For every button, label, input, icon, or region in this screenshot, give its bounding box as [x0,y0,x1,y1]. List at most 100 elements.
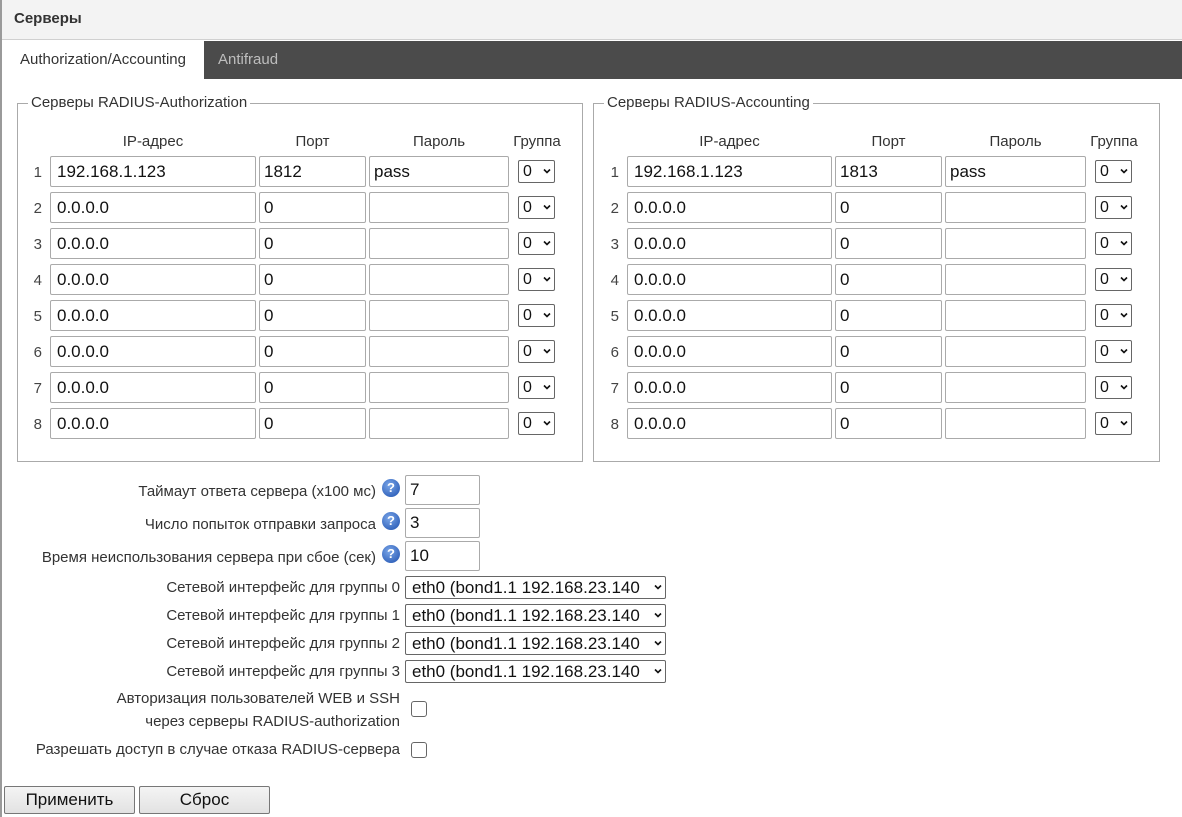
port-input[interactable] [835,336,942,367]
port-input[interactable] [835,372,942,403]
group-select[interactable]: 0 [518,412,555,435]
web-ssh-auth-checkbox[interactable] [411,701,427,717]
port-input[interactable] [835,300,942,331]
password-input[interactable] [945,264,1086,295]
password-input[interactable] [369,372,509,403]
allow-on-fail-checkbox[interactable] [411,742,427,758]
group-select[interactable]: 0 [1095,304,1132,327]
help-icon[interactable]: ? [382,512,400,530]
tab-authorization-accounting[interactable]: Authorization/Accounting [2,41,204,79]
password-input[interactable] [369,336,509,367]
port-input[interactable] [835,264,942,295]
group-select[interactable]: 0 [518,160,555,183]
password-input[interactable] [369,156,509,187]
port-input[interactable] [259,264,366,295]
ip-input[interactable]: 0.0.0.0 [627,300,832,331]
ip-value: 0.0.0.0 [634,378,686,397]
ip-input[interactable]: 0.0.0.0 [627,336,832,367]
group-select[interactable]: 0 [518,196,555,219]
password-input[interactable] [945,192,1086,223]
chevron-down-icon [1120,348,1128,354]
group-select[interactable]: 0 [518,268,555,291]
password-input[interactable] [369,408,509,439]
port-input[interactable] [835,408,942,439]
chevron-down-icon [1120,384,1128,390]
interface-select[interactable]: eth0 (bond1.1 192.168.23.140 [405,632,666,655]
chevron-down-icon [654,668,662,674]
group-select[interactable]: 0 [518,304,555,327]
ip-value: 0.0.0.0 [634,414,686,433]
help-icon[interactable]: ? [382,545,400,563]
help-icon[interactable]: ? [382,479,400,497]
interface-select[interactable]: eth0 (bond1.1 192.168.23.140 [405,604,666,627]
ip-input[interactable]: 192.168.1.123 [50,156,256,187]
group-value: 0 [1100,415,1109,432]
port-input[interactable] [259,192,366,223]
ip-value: 192.168.1.123 [57,162,166,181]
group-value: 0 [523,307,532,324]
ip-input[interactable]: 192.168.1.123 [627,156,832,187]
password-input[interactable] [945,408,1086,439]
group-select[interactable]: 0 [1095,232,1132,255]
password-input[interactable] [369,300,509,331]
password-input[interactable] [369,228,509,259]
password-input[interactable] [369,264,509,295]
deadtime-input[interactable] [405,541,480,571]
port-input[interactable] [259,408,366,439]
password-input[interactable] [945,228,1086,259]
ip-input[interactable]: 0.0.0.0 [50,372,256,403]
row-number: 4 [33,272,42,289]
ip-input[interactable]: 0.0.0.0 [50,228,256,259]
port-input[interactable] [259,228,366,259]
ip-input[interactable]: 0.0.0.0 [50,300,256,331]
chevron-down-icon [1120,240,1128,246]
group-select[interactable]: 0 [518,232,555,255]
group-select[interactable]: 0 [1095,160,1132,183]
ip-input[interactable]: 0.0.0.0 [627,228,832,259]
port-input[interactable] [259,156,366,187]
ip-input[interactable]: 0.0.0.0 [627,264,832,295]
group-select[interactable]: 0 [1095,196,1132,219]
port-input[interactable] [259,336,366,367]
ip-input[interactable]: 0.0.0.0 [50,264,256,295]
ip-input[interactable]: 0.0.0.0 [627,192,832,223]
timeout-input[interactable] [405,475,480,505]
row-number: 5 [33,308,42,325]
port-input[interactable] [259,300,366,331]
ip-input[interactable]: 0.0.0.0 [627,408,832,439]
tab-antifraud[interactable]: Antifraud [218,51,279,68]
reset-button[interactable]: Сброс [139,786,270,814]
interface-select[interactable]: eth0 (bond1.1 192.168.23.140 [405,576,666,599]
ip-input[interactable]: 0.0.0.0 [50,336,256,367]
group-select[interactable]: 0 [1095,376,1132,399]
group-value: 0 [523,343,532,360]
acct-servers-fieldset: Серверы RADIUS-Accounting IP-адрес Порт Па… [593,94,1160,462]
password-input[interactable] [945,336,1086,367]
group-select[interactable]: 0 [518,376,555,399]
password-input[interactable] [369,192,509,223]
ip-input[interactable]: 0.0.0.0 [50,192,256,223]
group-value: 0 [523,271,532,288]
ip-value: 0.0.0.0 [57,198,109,217]
group-select[interactable]: 0 [1095,268,1132,291]
ip-value: 0.0.0.0 [634,270,686,289]
retries-input[interactable] [405,508,480,538]
password-input[interactable] [945,300,1086,331]
group-select[interactable]: 0 [1095,340,1132,363]
retries-label: Число попыток отправки запроса [144,516,376,533]
chevron-down-icon [654,612,662,618]
port-input[interactable] [835,156,942,187]
password-input[interactable] [945,156,1086,187]
group-select[interactable]: 0 [1095,412,1132,435]
port-input[interactable] [259,372,366,403]
password-input[interactable] [945,372,1086,403]
apply-button[interactable]: Применить [4,786,135,814]
interface-select[interactable]: eth0 (bond1.1 192.168.23.140 [405,660,666,683]
port-input[interactable] [835,192,942,223]
port-input[interactable] [835,228,942,259]
ip-input[interactable]: 0.0.0.0 [627,372,832,403]
chevron-down-icon [1120,420,1128,426]
chevron-down-icon [654,584,662,590]
ip-input[interactable]: 0.0.0.0 [50,408,256,439]
group-select[interactable]: 0 [518,340,555,363]
